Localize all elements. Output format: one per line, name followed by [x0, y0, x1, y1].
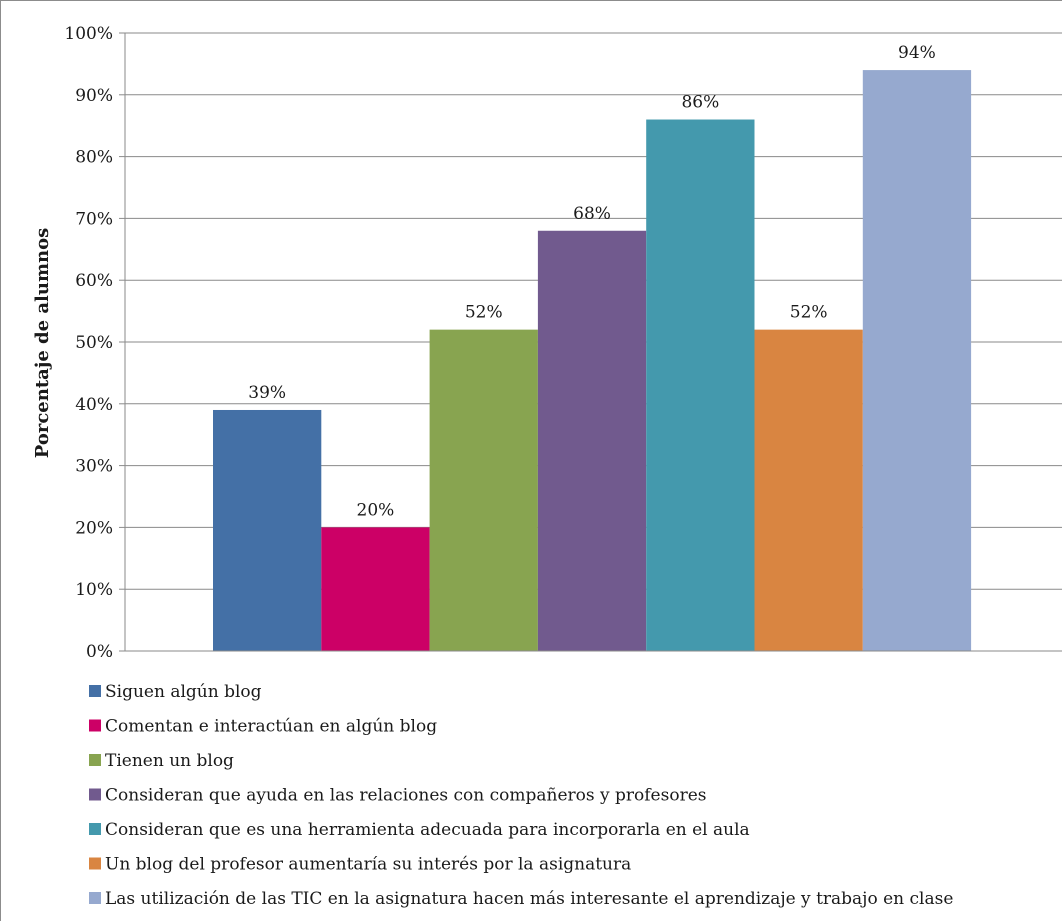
- y-tick-label: 0%: [86, 642, 113, 662]
- data-label: 94%: [898, 43, 936, 63]
- legend-label: Siguen algún blog: [105, 682, 262, 702]
- legend-swatch: [89, 892, 101, 904]
- bar: [213, 409, 322, 651]
- legend-label: Comentan e interactúan en algún blog: [105, 717, 437, 737]
- bar: [754, 329, 863, 651]
- y-tick-label: 60%: [75, 271, 113, 291]
- legend-label: Las utilización de las TIC en la asignat…: [105, 889, 953, 909]
- data-label: 52%: [790, 303, 828, 323]
- y-tick-label: 30%: [75, 457, 113, 477]
- legend-swatch: [89, 754, 101, 766]
- data-label: 52%: [465, 303, 503, 323]
- data-label: 68%: [573, 204, 611, 224]
- bar: [862, 70, 972, 651]
- legend-label: Consideran que es una herramienta adecua…: [105, 820, 750, 840]
- y-tick-label: 100%: [64, 24, 113, 44]
- y-tick-label: 90%: [75, 86, 113, 106]
- y-tick-label: 20%: [75, 518, 113, 538]
- bar: [646, 119, 755, 651]
- y-tick-label: 80%: [75, 148, 113, 168]
- y-axis-label: Porcentaje de alumnos: [32, 228, 53, 458]
- data-labels: 39% 20% 52% 68% 86% 52% 94%: [248, 43, 936, 520]
- legend: Siguen algún blog Comentan e interactúan …: [89, 682, 953, 909]
- data-label: 20%: [357, 500, 395, 520]
- bar: [537, 230, 647, 651]
- bar: [429, 329, 538, 651]
- bar: [321, 527, 430, 651]
- bars: [213, 70, 972, 651]
- data-label: 39%: [248, 383, 286, 403]
- legend-swatch: [89, 719, 101, 732]
- legend-label: Tienen un blog: [105, 751, 234, 771]
- legend-swatch: [89, 685, 101, 697]
- legend-swatch: [89, 823, 101, 835]
- y-tick-label: 40%: [75, 395, 113, 415]
- y-tick-label: 50%: [75, 333, 113, 353]
- y-tick-label: 70%: [75, 209, 113, 229]
- legend-swatch: [89, 857, 101, 870]
- legend-label: Consideran que ayuda en las relaciones c…: [105, 786, 707, 806]
- legend-label: Un blog del profesor aumentaría su inter…: [105, 855, 631, 875]
- y-tick-label: 10%: [75, 580, 113, 600]
- y-axis-ticks: 0% 10% 20% 30% 40% 50% 60% 70% 80% 90% 100%: [64, 24, 113, 662]
- data-label: 86%: [681, 93, 719, 113]
- legend-swatch: [89, 788, 101, 801]
